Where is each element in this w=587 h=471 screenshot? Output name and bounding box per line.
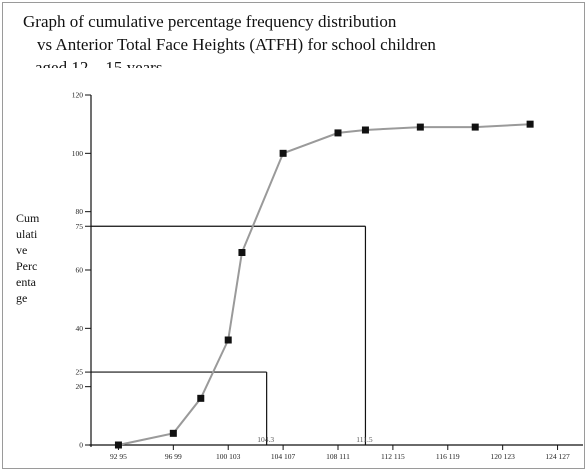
- y-tick-label: 25: [76, 368, 84, 377]
- data-point: [526, 120, 534, 128]
- data-point: [197, 394, 205, 402]
- y-tick-label: 40: [76, 324, 84, 333]
- x-tick-label: 96 99: [165, 452, 182, 461]
- y-axis-label-line: ge: [16, 291, 28, 305]
- y-axis-label-line: enta: [16, 275, 36, 289]
- data-point: [416, 123, 424, 131]
- x-tick-label: 112 115: [381, 452, 405, 461]
- data-point: [334, 129, 342, 137]
- chart-plot: 0 20 25 40 60 75 80 100 120 92 95 96 99 100 103 104 …: [72, 91, 583, 461]
- reference-value-label: 104.3: [257, 435, 274, 444]
- y-axis-label-line: Perc: [16, 259, 38, 273]
- data-point: [361, 126, 369, 134]
- x-tick-label: 92 95: [110, 452, 127, 461]
- x-tick-label: 104 107: [271, 452, 296, 461]
- y-tick-label: 120: [72, 91, 84, 100]
- title-line-2: vs Anterior Total Face Heights (ATFH) fo…: [37, 35, 436, 54]
- reference-value-label: 111.5: [356, 435, 373, 444]
- y-axis-label: Cum ulati ve Perc enta ge: [16, 210, 50, 306]
- x-tick-label: 124 127: [545, 452, 570, 461]
- data-point: [224, 336, 232, 344]
- title-line-1: Graph of cumulative percentage frequency…: [23, 12, 397, 31]
- y-tick-label: 80: [76, 207, 84, 216]
- chart-title: Graph of cumulative percentage frequency…: [23, 10, 563, 68]
- y-tick-label: 75: [76, 222, 84, 231]
- series-line: [118, 123, 531, 446]
- x-tick-label: 120 123: [490, 452, 515, 461]
- y-axis-label-line: Cum: [16, 211, 40, 225]
- y-tick-label: 60: [76, 266, 84, 275]
- y-tick-label: 100: [72, 149, 84, 158]
- title-line-3: aged 12 – 15 years: [35, 58, 163, 68]
- x-tick-label: 116 119: [436, 452, 460, 461]
- data-point: [238, 249, 246, 256]
- x-tick-label: 108 111: [326, 452, 350, 461]
- data-point: [169, 429, 177, 437]
- x-tick-label: 100 103: [216, 452, 241, 461]
- data-point: [279, 149, 287, 157]
- y-axis-label-line: ve: [16, 243, 28, 257]
- y-axis-label-line: ulati: [16, 227, 38, 241]
- data-point: [471, 123, 479, 131]
- y-tick-label: 20: [76, 382, 84, 391]
- data-point: [114, 441, 122, 449]
- y-tick-label: 0: [79, 441, 83, 450]
